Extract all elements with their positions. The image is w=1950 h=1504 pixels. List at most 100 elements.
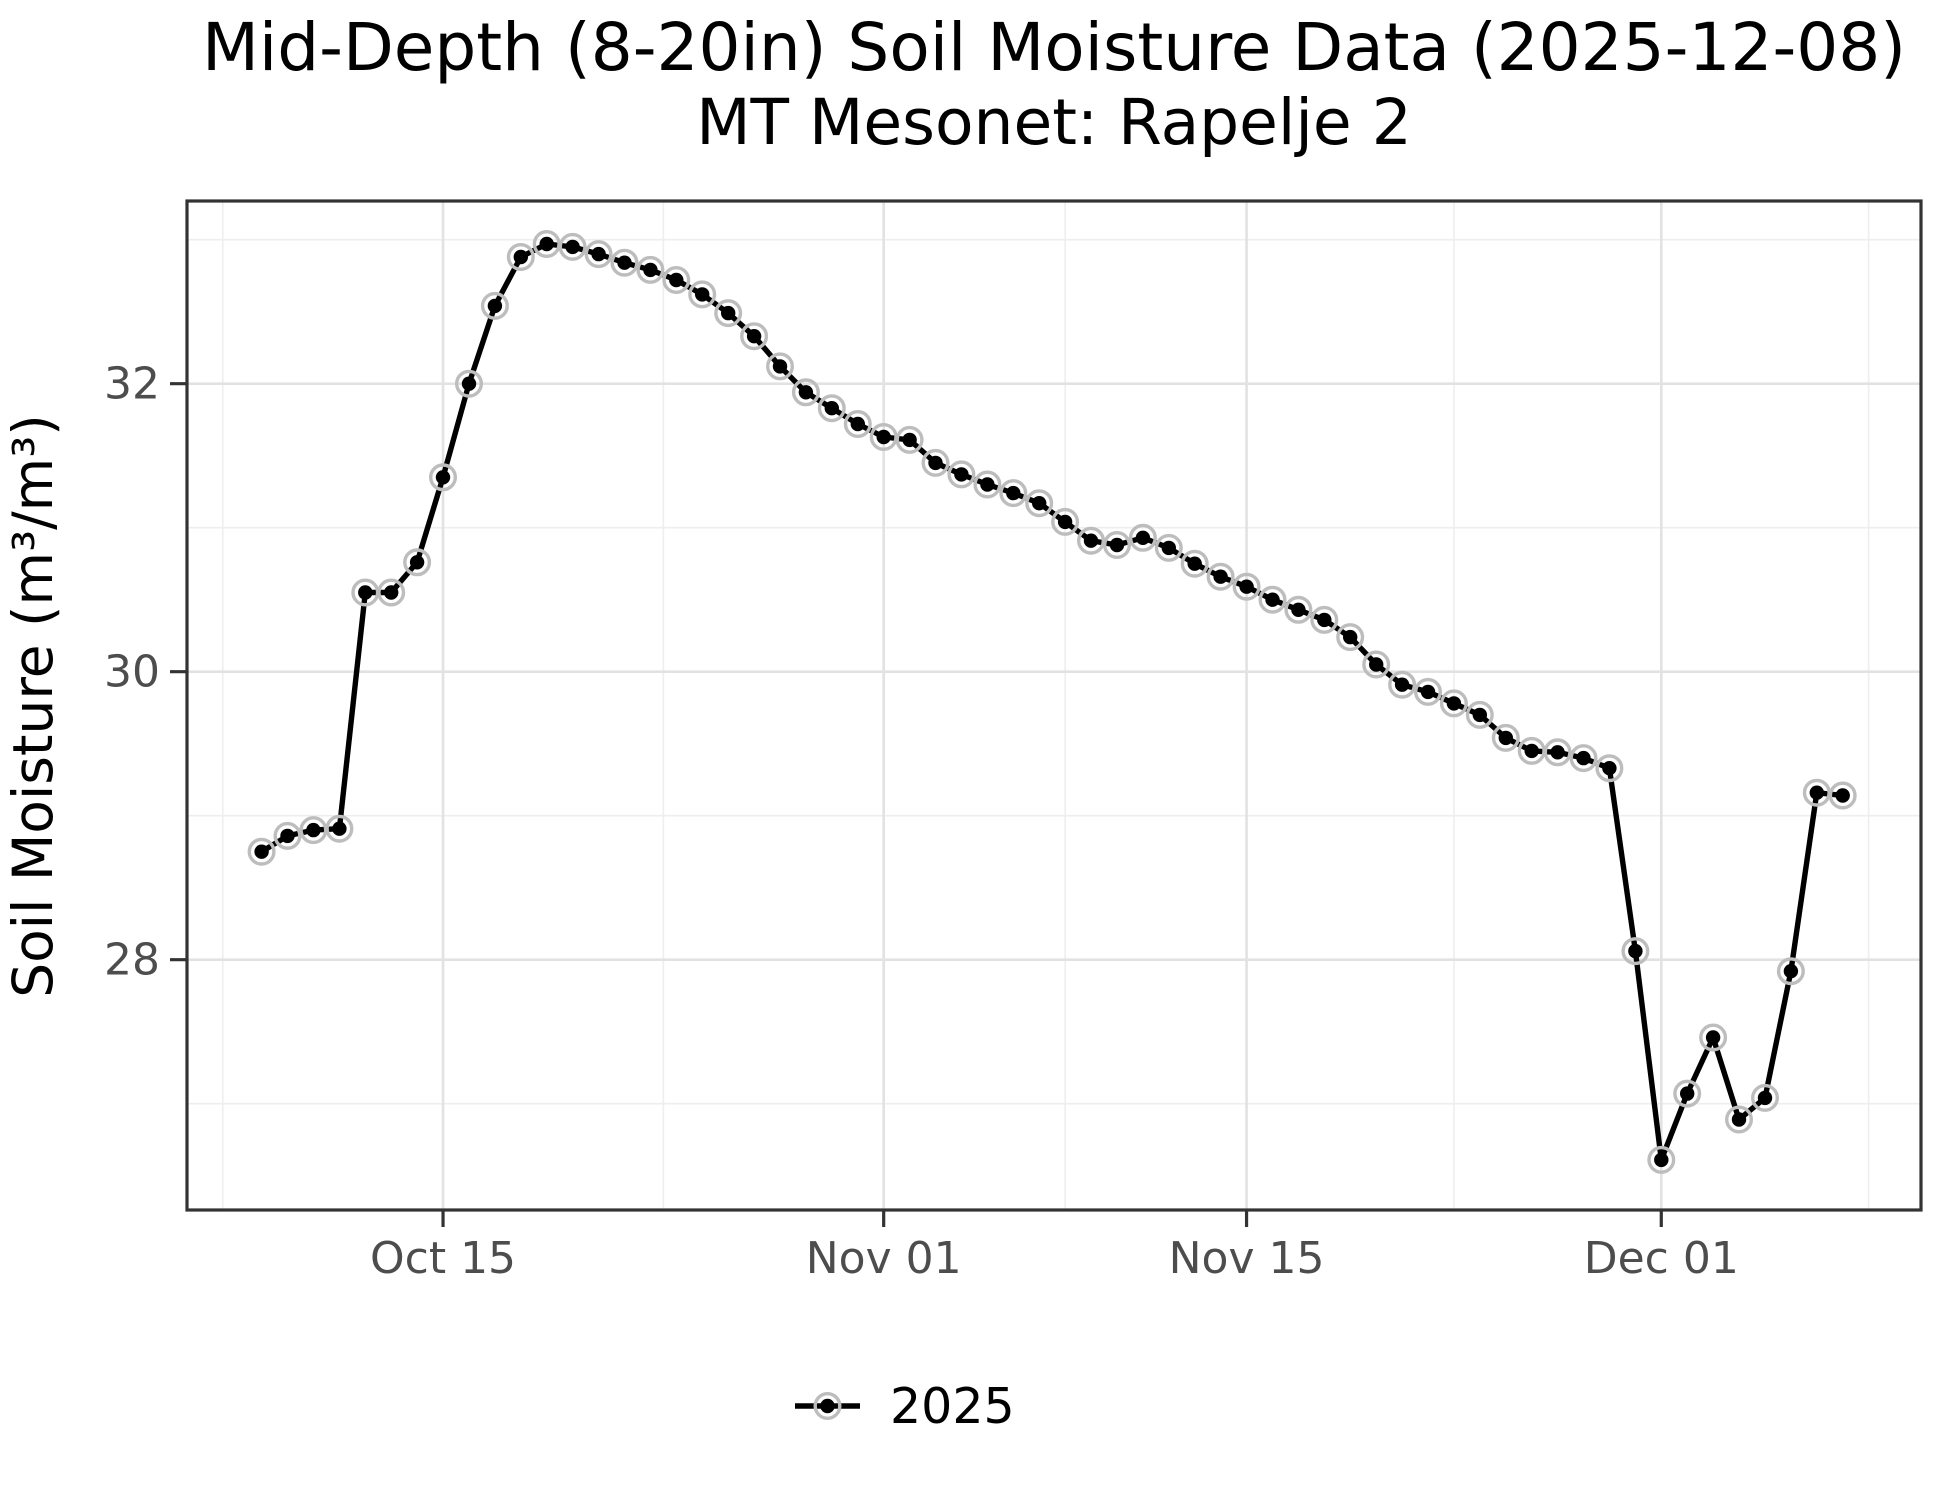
data-point-icon [1109,537,1125,553]
data-point-icon [1472,707,1488,723]
data-point-icon [1705,1030,1721,1045]
data-point-halo-icon [1180,549,1209,578]
chart-subtitle: MT Mesonet: Rapelje 2 [696,86,1412,159]
data-point-icon [1213,569,1228,584]
data-point-halo-icon [455,369,484,398]
data-point-icon [254,844,269,859]
legend-key-halo-icon [813,1391,842,1420]
axis-tick-labels: Oct 15 Nov 01 Nov 15 Dec 01 28 30 32 [104,359,1739,1284]
data-point-halo-icon [1543,738,1572,767]
data-point-icon [1446,696,1462,711]
data-point-icon [1161,540,1177,556]
data-point-icon [1602,761,1617,776]
data-point-icon [1187,556,1202,571]
data-point-icon [487,298,503,314]
data-point-halo-icon [325,814,354,843]
data-point-icon [1006,485,1021,501]
data-series-2025 [247,229,1857,1174]
data-point-halo-icon [791,378,820,407]
data-point-icon [1369,657,1384,672]
data-point-icon [1057,514,1073,530]
data-point-halo-icon [1051,507,1080,536]
data-point-halo-icon [1154,533,1183,562]
data-point-icon [1498,730,1514,746]
data-point-halo-icon [895,425,924,454]
data-point-icon [358,585,373,600]
data-point-icon [1420,684,1436,700]
data-point-halo-icon [688,280,717,309]
data-point-halo-icon [1284,595,1313,624]
data-point-icon [1550,745,1565,760]
data-point-halo-icon [558,232,587,261]
data-point-halo-icon [1750,1083,1779,1112]
data-point-icon [1757,1090,1773,1106]
data-point-halo-icon [1569,744,1598,773]
data-point-halo-icon [947,460,976,489]
data-point-halo-icon [429,463,458,492]
data-point-icon [1680,1086,1695,1101]
x-tick-label: Nov 01 [806,1233,962,1284]
data-point-icon [513,249,528,265]
data-point-halo-icon [1232,572,1261,601]
legend: 2025 [795,1378,1015,1435]
data-point-halo-icon [1206,562,1235,591]
data-point-halo-icon [1025,489,1054,518]
chart-title: Mid-Depth (8-20in) Soil Moisture Data (2… [202,9,1906,86]
data-point-icon [954,467,969,482]
data-point-icon [643,262,658,278]
y-tick-label: 32 [104,359,160,410]
data-point-icon [1835,788,1850,803]
data-point-icon [539,236,554,252]
data-point-icon [591,246,606,262]
legend-key-point-icon [820,1398,835,1414]
data-point-icon [1731,1112,1747,1127]
data-point-icon [876,429,891,445]
data-point-icon [772,359,788,374]
data-point-halo-icon [1465,700,1494,729]
gridlines-major [187,201,1921,1210]
x-tick-label: Oct 15 [370,1233,516,1284]
data-point-halo-icon [817,394,846,423]
data-point-halo-icon [273,821,302,850]
data-point-halo-icon [662,266,691,295]
y-tick-label: 28 [104,935,160,986]
data-point-icon [565,239,580,255]
data-point-halo-icon [999,479,1028,508]
data-point-halo-icon [1828,781,1857,810]
data-point-halo-icon [740,322,769,351]
data-point-halo-icon [714,299,743,328]
data-point-icon [409,555,425,570]
data-point-halo-icon [480,291,509,320]
data-point-icon [721,305,736,321]
data-point-halo-icon [636,255,665,284]
data-point-halo-icon [1336,623,1365,652]
data-point-halo-icon [610,248,639,277]
data-point-halo-icon [584,240,613,269]
data-point-halo-icon [1102,531,1131,560]
data-point-halo-icon [1621,937,1650,966]
data-point-halo-icon [1699,1023,1728,1052]
data-point-halo-icon [506,242,535,271]
data-point-icon [695,287,710,302]
data-point-icon [435,470,451,485]
data-point-halo-icon [1388,670,1417,699]
x-tick-label: Dec 01 [1584,1233,1739,1284]
data-point-icon [1265,592,1280,607]
data-point-halo-icon [377,578,406,607]
data-point-halo-icon [1310,605,1339,634]
data-point-halo-icon [973,470,1002,499]
data-point-icon [850,416,865,432]
data-point-halo-icon [1595,754,1624,783]
data-point-halo-icon [1491,723,1520,752]
series-line-2025 [258,241,1846,1163]
data-point-icon [798,385,814,400]
data-point-icon [928,455,943,471]
data-point-icon [902,432,917,448]
data-point-halo-icon [1258,585,1287,614]
data-point-icon [1239,579,1254,594]
data-point-icon [1135,530,1151,545]
data-point-icon [980,477,995,492]
data-point-icon [1576,750,1591,766]
data-point-halo-icon [1673,1079,1702,1108]
